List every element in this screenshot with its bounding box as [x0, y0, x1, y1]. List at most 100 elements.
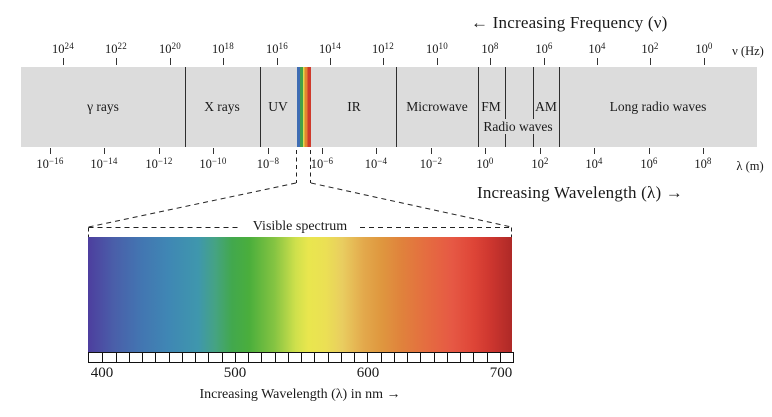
freq-tick	[383, 58, 384, 65]
ruler-tick	[328, 353, 329, 362]
band-divider	[185, 67, 186, 147]
frequency-direction-label: ← Increasing Frequency (ν)	[471, 13, 668, 32]
wavelength-tick	[104, 148, 105, 154]
freq-tick	[170, 58, 171, 65]
wavelength-tick-label: 108	[694, 156, 712, 171]
region-label-gamma-rays: γ rays	[87, 99, 119, 114]
wavelength-tick-label: 10−6	[310, 156, 334, 171]
ruler-tick	[208, 353, 209, 362]
spectrum-band: γ rays X rays UV IR Microwave FM AM Long…	[21, 67, 757, 147]
ruler-tick	[381, 353, 382, 362]
wavelength-tick	[50, 148, 51, 154]
ruler-tick	[434, 353, 435, 362]
wavelength-tick	[540, 148, 541, 154]
freq-tick	[330, 58, 331, 65]
wavelength-tick	[213, 148, 214, 154]
wavelength-tick-label: 10−2	[419, 156, 443, 171]
freq-tick-label: 1016	[266, 41, 288, 56]
visible-spectrum-bar	[88, 237, 512, 352]
ruler-tick	[116, 353, 117, 362]
wavelength-tick-label: 10−10	[199, 156, 227, 171]
freq-tick	[650, 58, 651, 65]
band-divider	[505, 67, 506, 147]
freq-tick-label: 106	[535, 41, 553, 56]
wavelength-tick-label: 10−16	[36, 156, 64, 171]
freq-tick	[223, 58, 224, 65]
band-divider	[260, 67, 261, 147]
region-label-x-rays: X rays	[204, 99, 240, 114]
wavelength-tick-label: 10−14	[90, 156, 118, 171]
ruler-tick	[275, 353, 276, 362]
nm-label-700: 700	[489, 365, 513, 381]
visible-light-strip	[297, 67, 311, 147]
freq-tick-label: 108	[481, 41, 499, 56]
wavelength-tick	[376, 148, 377, 154]
ruler-tick	[500, 353, 501, 362]
wavelength-tick	[649, 148, 650, 154]
region-label-uv: UV	[268, 99, 288, 114]
freq-tick-label: 1012	[372, 41, 394, 56]
ruler-tick	[367, 353, 368, 362]
ruler-tick	[182, 353, 183, 362]
freq-tick	[437, 58, 438, 65]
ruler-tick	[394, 353, 395, 362]
ruler-tick	[341, 353, 342, 362]
ruler-tick	[129, 353, 130, 362]
ruler-tick	[487, 353, 488, 362]
ruler-tick	[222, 353, 223, 362]
wavelength-tick	[703, 148, 704, 154]
ruler-tick	[407, 353, 408, 362]
wavelength-tick-label: 10−12	[145, 156, 173, 171]
nm-axis-caption: Increasing Wavelength (λ) in nm →	[199, 387, 401, 402]
wavelength-tick	[159, 148, 160, 154]
ruler-tick	[288, 353, 289, 362]
ruler-tick	[155, 353, 156, 362]
wavelength-unit-label: λ (m)	[736, 159, 764, 173]
freq-tick	[490, 58, 491, 65]
region-label-long-radio-waves: Long radio waves	[609, 99, 707, 114]
ruler-tick	[142, 353, 143, 362]
freq-tick	[597, 58, 598, 65]
ruler-tick	[473, 353, 474, 362]
wavelength-tick	[322, 148, 323, 154]
freq-tick-label: 104	[588, 41, 606, 56]
ruler-tick	[235, 353, 236, 362]
wavelength-tick	[594, 148, 595, 154]
wavelength-direction-label: Increasing Wavelength (λ) →	[477, 183, 683, 202]
ruler-tick	[460, 353, 461, 362]
freq-tick	[544, 58, 545, 65]
region-label-am: AM	[535, 99, 557, 114]
wavelength-tick-label: 10−8	[256, 156, 280, 171]
ruler-tick	[314, 353, 315, 362]
band-divider	[478, 67, 479, 147]
freq-tick-label: 1014	[319, 41, 341, 56]
wavelength-tick	[485, 148, 486, 154]
ruler-tick	[354, 353, 355, 362]
freq-tick	[704, 58, 705, 65]
region-label-fm: FM	[481, 99, 501, 114]
ruler-tick	[301, 353, 302, 362]
freq-tick-label: 1010	[426, 41, 448, 56]
ruler-tick	[447, 353, 448, 362]
region-label-radio-waves: Radio waves	[481, 119, 555, 134]
nm-label-500: 500	[223, 365, 247, 381]
band-divider	[559, 67, 560, 147]
nm-ruler	[88, 352, 514, 363]
freq-unit-label: ν (Hz)	[732, 44, 764, 58]
ruler-tick	[261, 353, 262, 362]
freq-tick-label: 1022	[105, 41, 127, 56]
freq-tick-label: 1018	[212, 41, 234, 56]
freq-tick	[116, 58, 117, 65]
ruler-tick	[169, 353, 170, 362]
ruler-tick	[195, 353, 196, 362]
freq-tick-label: 1024	[52, 41, 74, 56]
ruler-tick	[102, 353, 103, 362]
freq-tick	[63, 58, 64, 65]
freq-tick-label: 1020	[159, 41, 181, 56]
nm-label-400: 400	[90, 365, 114, 381]
wavelength-tick-label: 10−4	[364, 156, 388, 171]
wavelength-tick	[431, 148, 432, 154]
band-divider	[533, 67, 534, 147]
visible-spectrum-title: Visible spectrum	[252, 219, 348, 234]
